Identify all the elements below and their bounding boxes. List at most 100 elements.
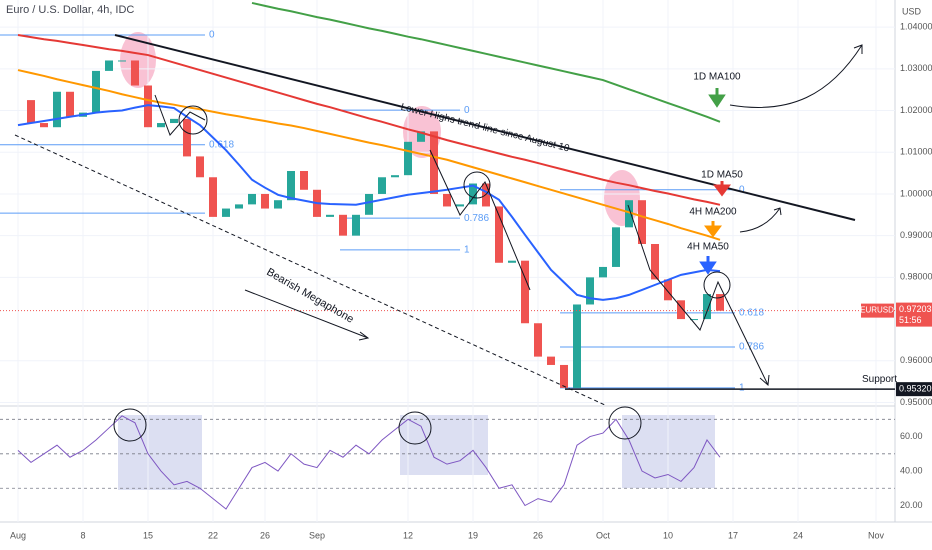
candle bbox=[612, 227, 620, 267]
x-tick-label: 19 bbox=[468, 530, 478, 540]
x-tick-label: 24 bbox=[793, 530, 803, 540]
candle bbox=[378, 177, 386, 194]
candle bbox=[261, 193, 269, 209]
arrow-head bbox=[773, 207, 782, 216]
candle bbox=[651, 244, 659, 280]
candle bbox=[144, 85, 152, 128]
countdown: 51:56 bbox=[899, 315, 922, 325]
support-tag-label: 0.95320 bbox=[899, 384, 932, 394]
candle bbox=[391, 175, 399, 178]
y-tick-label: 0.99000 bbox=[900, 230, 932, 240]
arrow-head bbox=[853, 44, 863, 54]
x-tick-label: Nov bbox=[868, 530, 885, 540]
candle bbox=[560, 364, 568, 388]
candle bbox=[547, 356, 555, 365]
candle bbox=[222, 208, 230, 217]
candle bbox=[521, 260, 529, 324]
fib-label: 1 bbox=[739, 383, 745, 394]
candle bbox=[300, 171, 308, 190]
candle bbox=[118, 60, 126, 62]
ma-label: 1D MA100 bbox=[693, 72, 741, 83]
candle bbox=[66, 91, 74, 117]
x-tick-label: 10 bbox=[663, 530, 673, 540]
series-tag bbox=[861, 303, 894, 318]
ma-line bbox=[17, 34, 721, 206]
ma-line bbox=[251, 1, 721, 123]
y-tick-label: 1.02000 bbox=[900, 105, 932, 115]
ma-label: 1D MA50 bbox=[701, 170, 743, 181]
candle bbox=[456, 204, 464, 207]
circle bbox=[608, 406, 642, 440]
rsi-tick-label: 40.00 bbox=[900, 465, 923, 475]
candle bbox=[703, 294, 711, 320]
candle bbox=[274, 200, 282, 209]
zigzag bbox=[154, 94, 206, 136]
highlight-circle bbox=[120, 32, 156, 88]
candle bbox=[131, 60, 139, 86]
x-tick-label: 17 bbox=[728, 530, 738, 540]
fib-label: 0.786 bbox=[464, 213, 489, 224]
zigzag bbox=[429, 149, 531, 291]
ma-arrow bbox=[708, 88, 726, 108]
series-tag-label: EURUSD bbox=[860, 306, 894, 315]
candle bbox=[625, 200, 633, 228]
x-tick-label: 26 bbox=[533, 530, 543, 540]
circle bbox=[178, 105, 208, 135]
y-tick-label: 0.95000 bbox=[900, 397, 932, 407]
candle bbox=[443, 193, 451, 207]
candle bbox=[157, 123, 165, 128]
candle bbox=[209, 177, 217, 217]
candle bbox=[326, 214, 334, 217]
arrow-head bbox=[358, 331, 370, 341]
candle bbox=[170, 118, 178, 124]
candle bbox=[586, 277, 594, 305]
fib-label: 0 bbox=[739, 184, 745, 195]
y-tick-label: 0.98000 bbox=[900, 272, 932, 282]
y-tick-label: 0.96000 bbox=[900, 355, 932, 365]
x-tick-label: Oct bbox=[596, 530, 611, 540]
candle bbox=[404, 141, 412, 176]
candle bbox=[40, 123, 48, 128]
support-tag bbox=[896, 382, 932, 397]
candle bbox=[365, 193, 373, 215]
candle bbox=[27, 100, 35, 124]
fib-label: 0.786 bbox=[739, 342, 764, 353]
x-tick-label: 22 bbox=[208, 530, 218, 540]
trend-line bbox=[114, 34, 856, 221]
candle bbox=[716, 294, 724, 311]
ma-line bbox=[17, 69, 721, 241]
x-tick-label: Aug bbox=[10, 530, 26, 540]
candle bbox=[53, 91, 61, 128]
rsi-line bbox=[17, 415, 721, 510]
y-tick-label: 1.03000 bbox=[900, 63, 932, 73]
fib-label: 0 bbox=[464, 105, 470, 116]
circle bbox=[463, 171, 491, 199]
rsi-tick-label: 60.00 bbox=[900, 431, 923, 441]
rsi-tick-label: 20.00 bbox=[900, 500, 923, 510]
candle bbox=[534, 323, 542, 357]
candle bbox=[599, 266, 607, 278]
ma-arrow bbox=[713, 181, 731, 197]
x-tick-label: 26 bbox=[260, 530, 270, 540]
candle bbox=[92, 70, 100, 113]
circle bbox=[113, 408, 147, 442]
curve-arrow bbox=[739, 207, 781, 233]
currency: USD bbox=[902, 6, 922, 16]
ma-arrow bbox=[699, 256, 717, 275]
fib-label: 1 bbox=[464, 244, 470, 255]
candle bbox=[664, 279, 672, 301]
circle bbox=[398, 411, 432, 445]
candle bbox=[235, 204, 243, 209]
fib-label: 0.618 bbox=[739, 307, 764, 318]
candle bbox=[352, 214, 360, 236]
candle bbox=[690, 319, 698, 321]
ma-arrow bbox=[704, 221, 722, 238]
y-tick-label: 1.01000 bbox=[900, 147, 932, 157]
candle bbox=[183, 118, 191, 157]
y-tick-label: 1.04000 bbox=[900, 21, 932, 31]
circle bbox=[703, 271, 731, 299]
rsi-zone bbox=[118, 415, 202, 490]
